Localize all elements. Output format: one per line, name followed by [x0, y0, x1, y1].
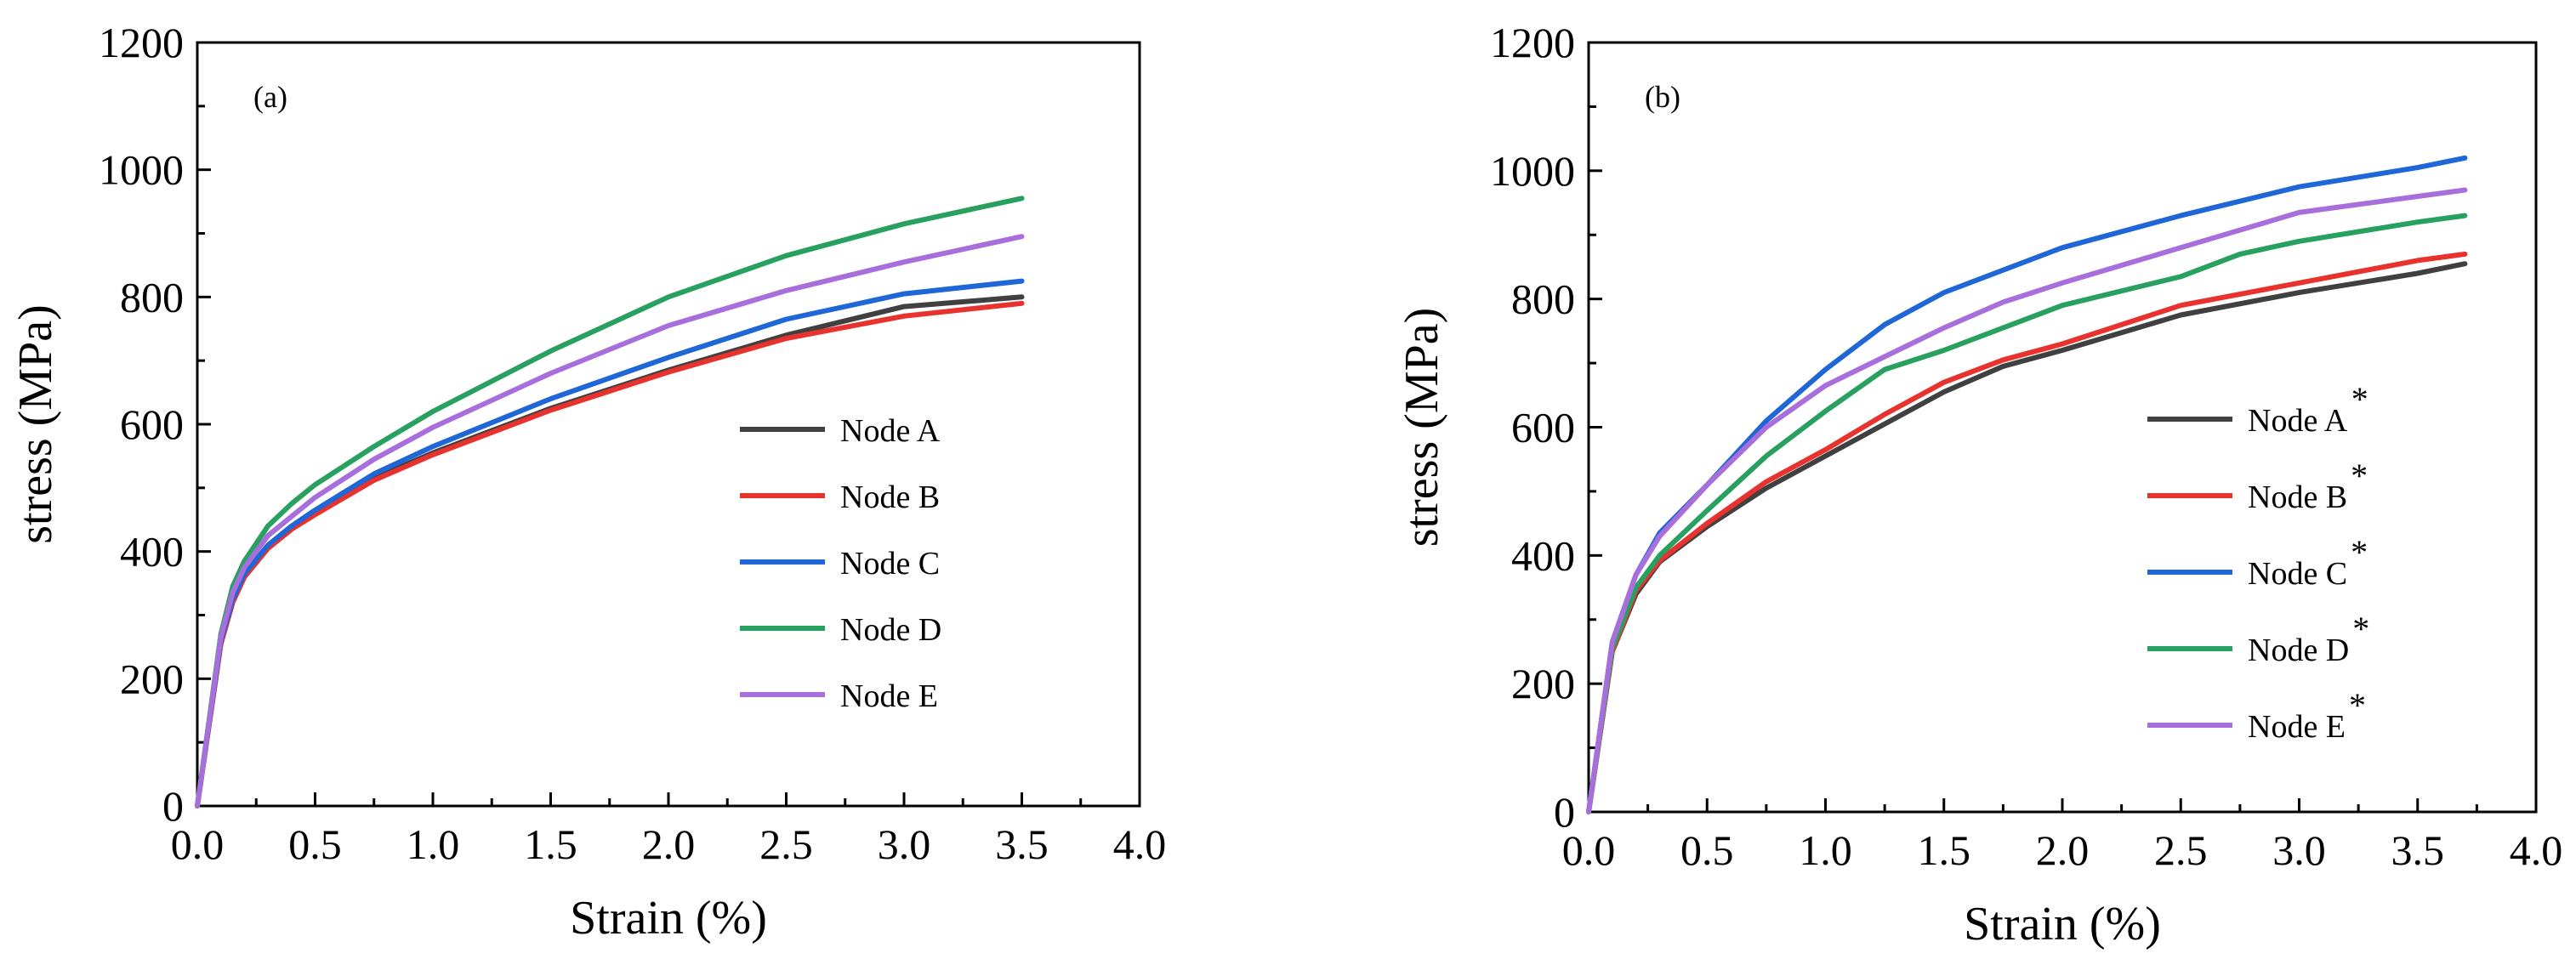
panel-label: (a)	[253, 80, 287, 114]
x-tick-label: 2.0	[642, 820, 696, 868]
x-tick-label: 4.0	[2510, 826, 2563, 874]
y-tick-label: 1200	[1490, 19, 1575, 66]
y-tick-label: 0	[1554, 788, 1575, 836]
plot-frame	[1587, 41, 2538, 814]
y-tick-label: 600	[120, 400, 184, 448]
legend-superscript: *	[2351, 457, 2368, 495]
legend-label: Node C	[2248, 556, 2347, 592]
legend-label: Node E	[840, 678, 938, 714]
legend-superscript: *	[2351, 380, 2368, 418]
y-tick-label: 1000	[99, 146, 184, 194]
plot-frame	[196, 41, 1141, 808]
x-tick-label: 0.5	[1680, 826, 1734, 874]
y-tick-label: 200	[1511, 660, 1575, 707]
legend-label: Node D	[840, 612, 941, 648]
series-line	[1586, 187, 2468, 814]
legend-label: Node B	[2248, 479, 2347, 515]
x-tick-label: 3.5	[2391, 826, 2445, 874]
x-tick-label: 3.0	[878, 820, 931, 868]
x-tick-label: 1.0	[1799, 826, 1852, 874]
x-tick-label: 0.0	[1562, 826, 1616, 874]
chart-panel-a: 0.0 0.5 1.0 1.5 2.0 2.5 3.0 3.5 4.0 0 200 400 600 800…	[9, 19, 1166, 945]
x-tick-label: 0.0	[171, 820, 225, 868]
series-line	[195, 196, 1025, 809]
legend-label: Node A	[2248, 403, 2348, 439]
x-tick-label: 2.5	[759, 820, 813, 868]
chart-panel-b: 0.0 0.5 1.0 1.5 2.0 2.5 3.0 3.5 4.0 0 200 400 600 800…	[1396, 19, 2562, 950]
legend-label: Node B	[840, 479, 940, 515]
legend-superscript: *	[2352, 610, 2369, 648]
y-tick-label: 800	[120, 273, 184, 321]
y-axis-title: stress (MPa)	[9, 304, 62, 544]
x-tick-label: 1.5	[1918, 826, 1971, 874]
legend-label: Node C	[840, 546, 940, 582]
x-tick-label: 3.0	[2272, 826, 2326, 874]
y-tick-label: 1000	[1490, 147, 1575, 195]
x-tick-label: 2.5	[2154, 826, 2208, 874]
legend-label: Node E	[2248, 709, 2346, 745]
y-tick-label: 400	[120, 528, 184, 576]
legend-label: Node D	[2248, 633, 2349, 668]
y-tick-label: 600	[1511, 404, 1575, 451]
panel-label: (b)	[1645, 80, 1680, 114]
x-tick-label: 2.0	[2036, 826, 2090, 874]
series-line	[195, 278, 1025, 809]
legend-superscript: *	[2351, 533, 2368, 571]
y-tick-label: 0	[162, 782, 184, 830]
x-tick-label: 0.5	[288, 820, 342, 868]
y-tick-label: 200	[120, 655, 184, 702]
series-line	[195, 234, 1025, 809]
y-axis-title: stress (MPa)	[1396, 308, 1448, 548]
y-tick-label: 1200	[99, 19, 184, 66]
x-tick-label: 4.0	[1113, 820, 1167, 868]
x-axis-title: Strain (%)	[1964, 898, 2161, 950]
x-axis-title: Strain (%)	[570, 892, 767, 945]
x-tick-label: 1.5	[524, 820, 577, 868]
legend-superscript: *	[2349, 686, 2366, 724]
y-tick-label: 800	[1511, 275, 1575, 323]
legend-label: Node A	[840, 413, 941, 449]
y-tick-label: 400	[1511, 531, 1575, 579]
x-tick-label: 1.0	[407, 820, 460, 868]
x-tick-label: 3.5	[995, 820, 1049, 868]
series-line	[1586, 213, 2468, 814]
